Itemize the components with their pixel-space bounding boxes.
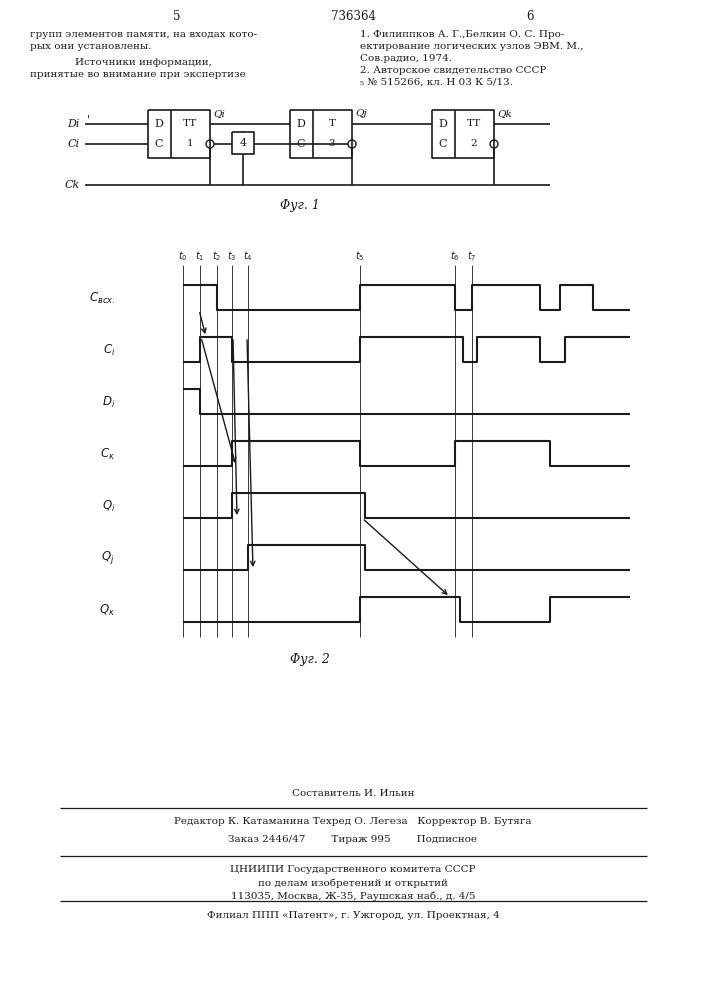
Text: 3: 3 [329,139,335,148]
Text: 6: 6 [526,9,534,22]
Text: ': ' [86,115,90,125]
Text: D: D [155,119,163,129]
Text: Qj: Qj [355,109,367,118]
Text: рых они установлены.: рых они установлены. [30,42,151,51]
Text: принятые во внимание при экспертизе: принятые во внимание при экспертизе [30,70,246,79]
Text: ЦНИИПИ Государственного комитета СССР: ЦНИИПИ Государственного комитета СССР [230,865,476,874]
Text: $t_6$: $t_6$ [450,249,460,263]
Text: 736364: 736364 [330,9,375,22]
Text: Заказ 2446/47        Тираж 995        Подписное: Заказ 2446/47 Тираж 995 Подписное [228,834,477,844]
Text: C: C [439,139,448,149]
Text: $t_4$: $t_4$ [243,249,253,263]
Text: $t_5$: $t_5$ [355,249,365,263]
Text: $C_\kappa$: $C_\kappa$ [100,446,115,462]
Text: ектирование логических узлов ЭВМ. М.,: ектирование логических узлов ЭВМ. М., [360,42,583,51]
Text: C: C [155,139,163,149]
Text: $t_7$: $t_7$ [467,249,477,263]
Text: Ck: Ck [65,180,80,190]
Text: 5: 5 [173,9,181,22]
Text: 2. Авторское свидетельство СССР: 2. Авторское свидетельство СССР [360,66,547,75]
Text: $t_1$: $t_1$ [195,249,205,263]
Text: 2: 2 [471,139,477,148]
Text: 4: 4 [240,138,247,148]
Text: $Q_j$: $Q_j$ [102,550,115,566]
Text: ₅ № 515266, кл. Н 03 К 5/13.: ₅ № 515266, кл. Н 03 К 5/13. [360,78,513,87]
Text: групп элементов памяти, на входах кото-: групп элементов памяти, на входах кото- [30,30,257,39]
Text: Составитель И. Ильин: Составитель И. Ильин [292,790,414,798]
Text: $t_0$: $t_0$ [178,249,188,263]
Text: 1. Филиппков А. Г.,Белкин О. С. Про-: 1. Филиппков А. Г.,Белкин О. С. Про- [360,30,564,39]
Text: T: T [329,119,336,128]
Text: Φуг. 1: Φуг. 1 [280,198,320,212]
Text: Qi: Qi [213,109,225,118]
Text: Редактор К. Катаманина Техред О. Легеза   Корректор В. Бутяга: Редактор К. Катаманина Техред О. Легеза … [174,818,532,826]
Text: $C_i$: $C_i$ [103,342,115,358]
Text: 113035, Москва, Ж-35, Раушская наб., д. 4/5: 113035, Москва, Ж-35, Раушская наб., д. … [230,891,475,901]
Text: $Q_\kappa$: $Q_\kappa$ [99,602,115,618]
Text: D: D [296,119,305,129]
Text: по делам изобретений и открытий: по делам изобретений и открытий [258,878,448,888]
Text: Филиал ППП «Патент», г. Ужгород, ул. Проектная, 4: Филиал ППП «Патент», г. Ужгород, ул. Про… [206,912,499,920]
Text: Источники информации,: Источники информации, [75,58,212,67]
Text: $Q_i$: $Q_i$ [102,498,115,514]
Text: D: D [438,119,448,129]
Text: Qk: Qk [497,109,512,118]
Text: TT: TT [183,119,197,128]
Text: Φуг. 2: Φуг. 2 [290,654,330,666]
Text: TT: TT [467,119,481,128]
Text: Ci: Ci [68,139,80,149]
Text: C: C [297,139,305,149]
Text: $C_{вcx.}$: $C_{вcx.}$ [89,290,115,306]
Text: 1: 1 [187,139,193,148]
Text: $t_3$: $t_3$ [227,249,237,263]
Text: $t_2$: $t_2$ [212,249,222,263]
Text: Сов.радио, 1974.: Сов.радио, 1974. [360,54,452,63]
Text: Di: Di [68,119,80,129]
Text: $D_i$: $D_i$ [102,394,115,410]
